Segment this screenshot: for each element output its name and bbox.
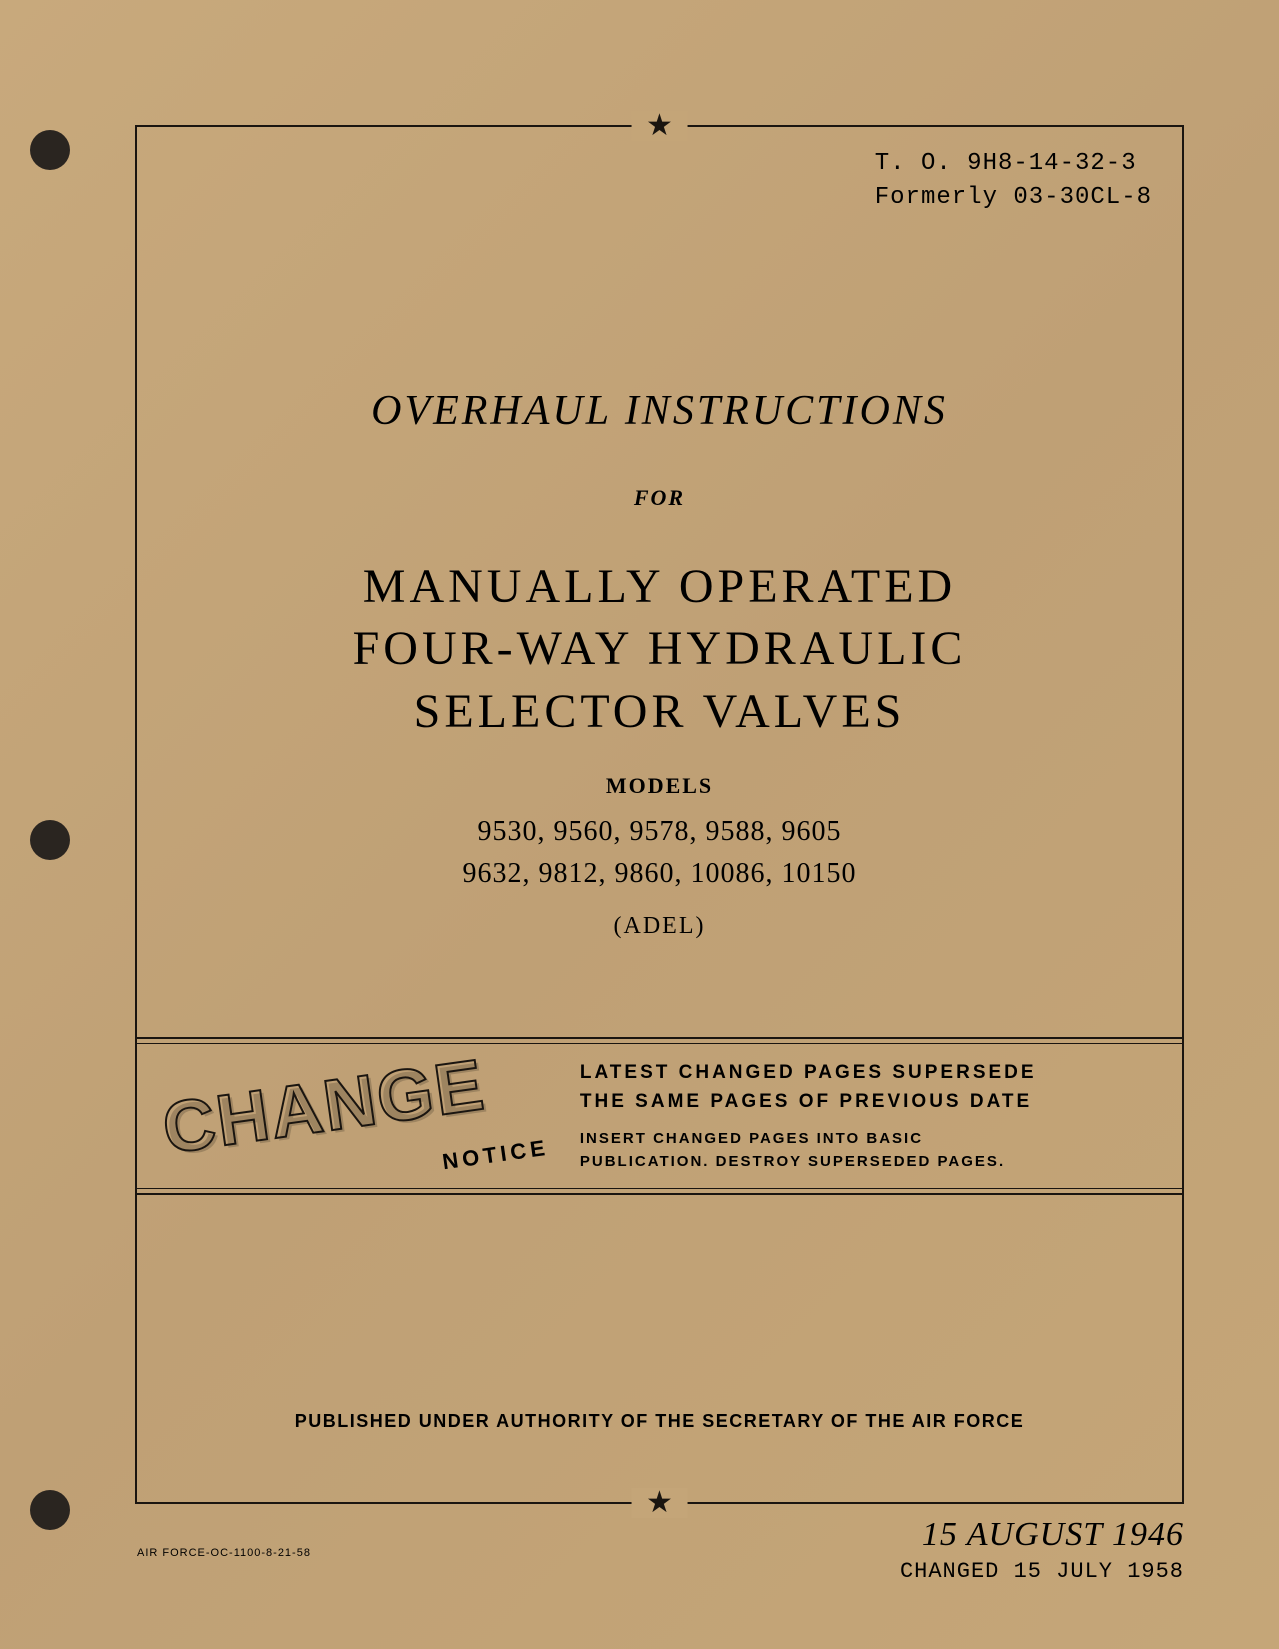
title-line: MANUALLY OPERATED xyxy=(137,556,1182,618)
publication-authority: PUBLISHED UNDER AUTHORITY OF THE SECRETA… xyxy=(137,1411,1182,1432)
change-text-line: LATEST CHANGED PAGES SUPERSEDE xyxy=(580,1059,1157,1088)
change-sub-line: PUBLICATION. DESTROY SUPERSEDED PAGES. xyxy=(580,1151,1157,1174)
document-number-block: T. O. 9H8-14-32-3 Formerly 03-30CL-8 xyxy=(875,147,1152,214)
title-line: FOUR-WAY HYDRAULIC xyxy=(137,618,1182,680)
main-title: MANUALLY OPERATED FOUR-WAY HYDRAULIC SEL… xyxy=(137,556,1182,743)
change-sub-line: INSERT CHANGED PAGES INTO BASIC xyxy=(580,1128,1157,1151)
revision-date: CHANGED 15 JULY 1958 xyxy=(900,1559,1184,1584)
models-line: 9530, 9560, 9578, 9588, 9605 xyxy=(137,811,1182,853)
models-line: 9632, 9812, 9860, 10086, 10150 xyxy=(137,853,1182,895)
for-label: FOR xyxy=(137,485,1182,511)
change-notice-inner: CHANGE NOTICE LATEST CHANGED PAGES SUPER… xyxy=(137,1043,1182,1189)
change-graphic: CHANGE NOTICE xyxy=(162,1056,580,1176)
notice-word: NOTICE xyxy=(441,1135,551,1176)
star-icon: ★ xyxy=(631,111,688,141)
title-line: SELECTOR VALVES xyxy=(137,681,1182,743)
change-notice-box: CHANGE NOTICE LATEST CHANGED PAGES SUPER… xyxy=(137,1037,1182,1195)
change-text-sub: INSERT CHANGED PAGES INTO BASIC PUBLICAT… xyxy=(580,1128,1157,1173)
change-text-main: LATEST CHANGED PAGES SUPERSEDE THE SAME … xyxy=(580,1059,1157,1116)
star-icon: ★ xyxy=(631,1488,688,1518)
title-section: OVERHAUL INSTRUCTIONS FOR MANUALLY OPERA… xyxy=(137,387,1182,940)
date-section: 15 AUGUST 1946 CHANGED 15 JULY 1958 xyxy=(900,1516,1184,1584)
punch-hole xyxy=(30,130,70,170)
punch-hole xyxy=(30,1490,70,1530)
technical-order-number: T. O. 9H8-14-32-3 xyxy=(875,147,1152,181)
document-type-title: OVERHAUL INSTRUCTIONS xyxy=(137,387,1182,435)
manufacturer-name: (ADEL) xyxy=(137,913,1182,940)
change-text-block: LATEST CHANGED PAGES SUPERSEDE THE SAME … xyxy=(580,1059,1157,1173)
models-list: 9530, 9560, 9578, 9588, 9605 9632, 9812,… xyxy=(137,811,1182,895)
document-page: ★ ★ T. O. 9H8-14-32-3 Formerly 03-30CL-8… xyxy=(0,0,1279,1649)
publication-date: 15 AUGUST 1946 xyxy=(900,1516,1184,1554)
models-label: MODELS xyxy=(137,773,1182,799)
page-border-frame: ★ ★ T. O. 9H8-14-32-3 Formerly 03-30CL-8… xyxy=(135,125,1184,1504)
punch-hole xyxy=(30,820,70,860)
former-number: Formerly 03-30CL-8 xyxy=(875,181,1152,215)
change-text-line: THE SAME PAGES OF PREVIOUS DATE xyxy=(580,1088,1157,1117)
print-code: AIR FORCE-OC-1100-8-21-58 xyxy=(137,1547,311,1559)
